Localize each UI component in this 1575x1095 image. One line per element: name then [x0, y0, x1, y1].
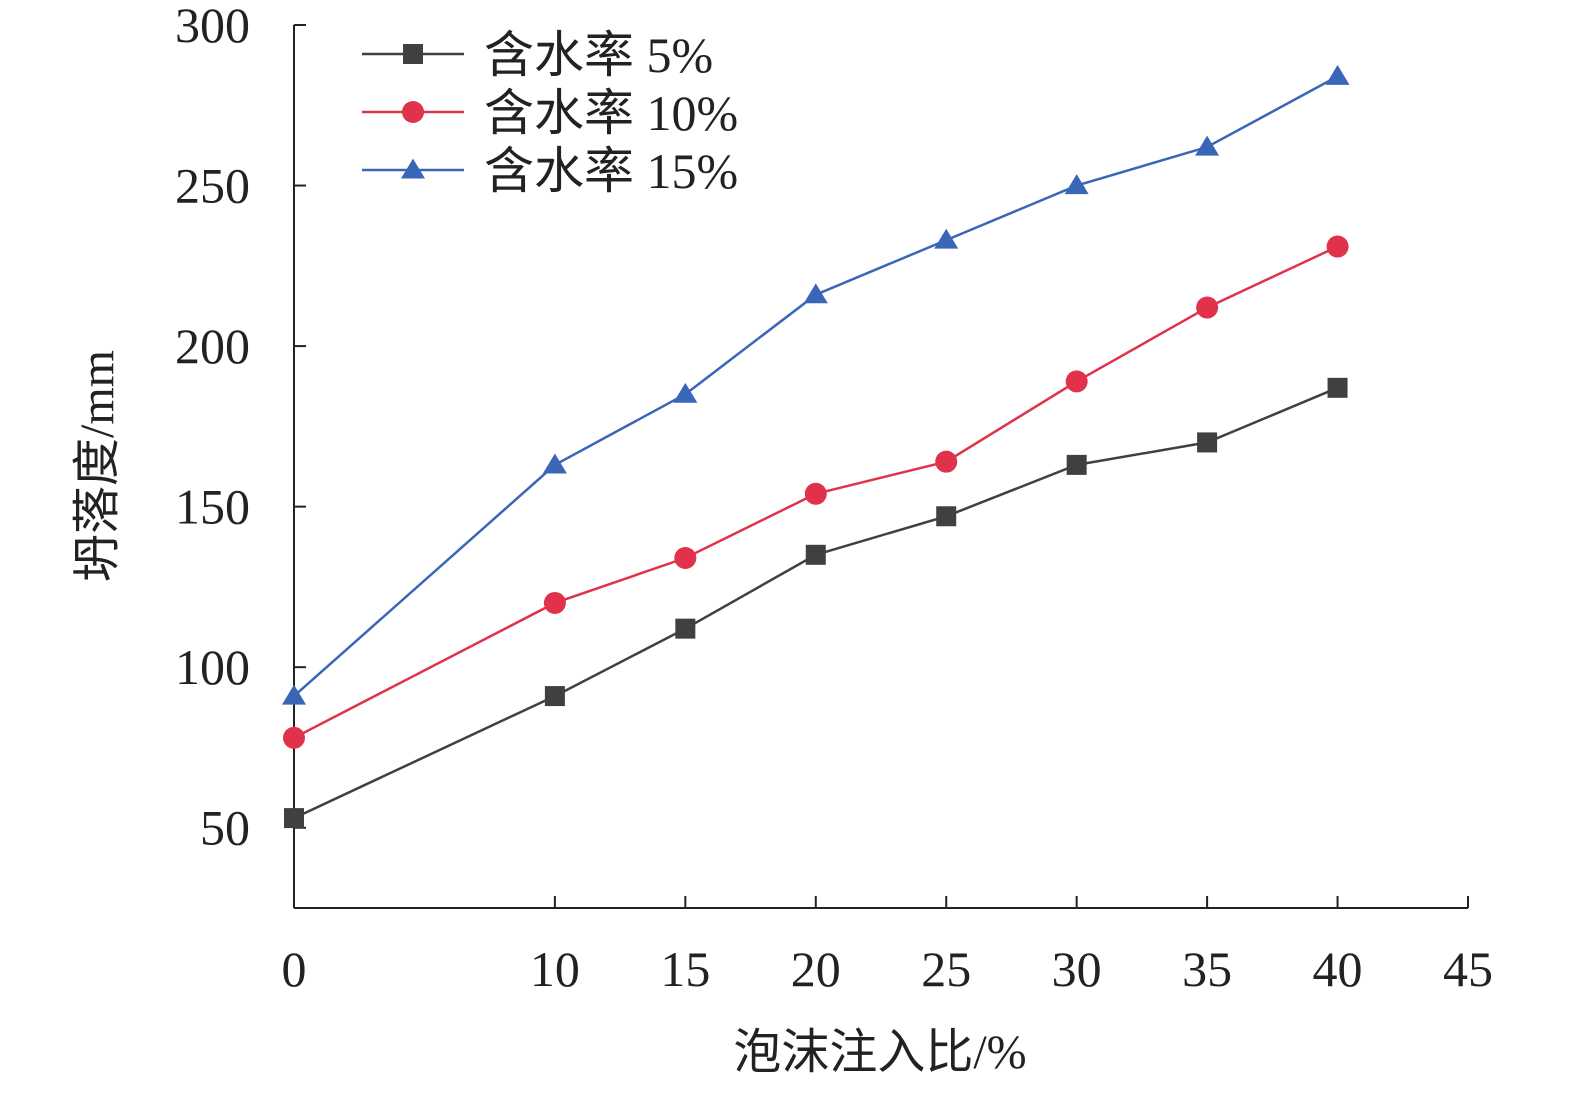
legend-item: 含水率 10% — [362, 85, 738, 141]
x-tick-label: 20 — [791, 941, 841, 997]
x-tick-label: 10 — [530, 941, 580, 997]
legend-marker — [403, 44, 423, 64]
data-point — [1195, 135, 1220, 156]
y-tick-label: 200 — [175, 318, 250, 374]
x-tick-label: 40 — [1313, 941, 1363, 997]
series-2 — [283, 235, 1349, 749]
data-point — [803, 283, 828, 304]
legend-item: 含水率 5% — [362, 27, 713, 83]
legend-label: 含水率 15% — [484, 143, 738, 199]
y-tick-label: 300 — [175, 0, 250, 53]
data-point — [935, 450, 958, 473]
series-3 — [282, 64, 1350, 705]
data-point — [544, 686, 565, 707]
x-tick-label: 35 — [1182, 941, 1232, 997]
legend-label: 含水率 10% — [484, 85, 738, 141]
series-line — [293, 386, 1339, 820]
data-point — [282, 684, 306, 705]
series-line — [293, 75, 1339, 698]
legend-marker — [401, 158, 425, 179]
data-point — [1197, 432, 1218, 453]
x-tick-label: 0 — [282, 941, 307, 997]
data-point — [1196, 296, 1219, 319]
data-point — [804, 482, 827, 505]
legend-label: 含水率 5% — [484, 27, 713, 83]
data-point — [542, 453, 567, 474]
data-point — [1326, 235, 1349, 258]
data-point — [543, 591, 566, 614]
data-point — [805, 544, 826, 565]
data-point — [934, 228, 959, 249]
data-point — [1325, 64, 1350, 85]
x-tick-label: 25 — [921, 941, 971, 997]
data-point — [284, 808, 304, 829]
x-axis-title: 泡沫注入比/% — [733, 1026, 1026, 1079]
y-tick-label: 150 — [175, 479, 250, 535]
x-axis-ticks: 0 10 15 20 25 30 35 40 45 — [282, 896, 1493, 997]
data-point — [1327, 377, 1348, 398]
data-point — [283, 726, 305, 749]
x-tick-label: 15 — [660, 941, 710, 997]
data-point — [675, 618, 696, 639]
data-point — [936, 506, 957, 527]
data-point — [673, 382, 698, 403]
legend-marker — [402, 101, 424, 123]
y-axis-title: 坍落度/mm — [71, 350, 124, 582]
data-point — [1064, 174, 1089, 195]
y-axis-ticks: 50 100 150 200 250 300 — [175, 0, 306, 856]
data-point — [1065, 370, 1088, 393]
legend-item: 含水率 15% — [362, 143, 738, 199]
series-layer — [282, 64, 1350, 829]
data-point — [1066, 454, 1087, 475]
legend: 含水率 5%含水率 10%含水率 15% — [362, 27, 738, 199]
y-tick-label: 100 — [175, 639, 250, 695]
series-1 — [284, 377, 1348, 829]
series-line — [293, 245, 1339, 739]
data-point — [674, 547, 697, 570]
x-tick-label: 30 — [1052, 941, 1102, 997]
y-tick-label: 50 — [200, 800, 250, 856]
axes — [293, 25, 1468, 909]
y-tick-label: 250 — [175, 158, 250, 214]
x-tick-label: 45 — [1443, 941, 1493, 997]
